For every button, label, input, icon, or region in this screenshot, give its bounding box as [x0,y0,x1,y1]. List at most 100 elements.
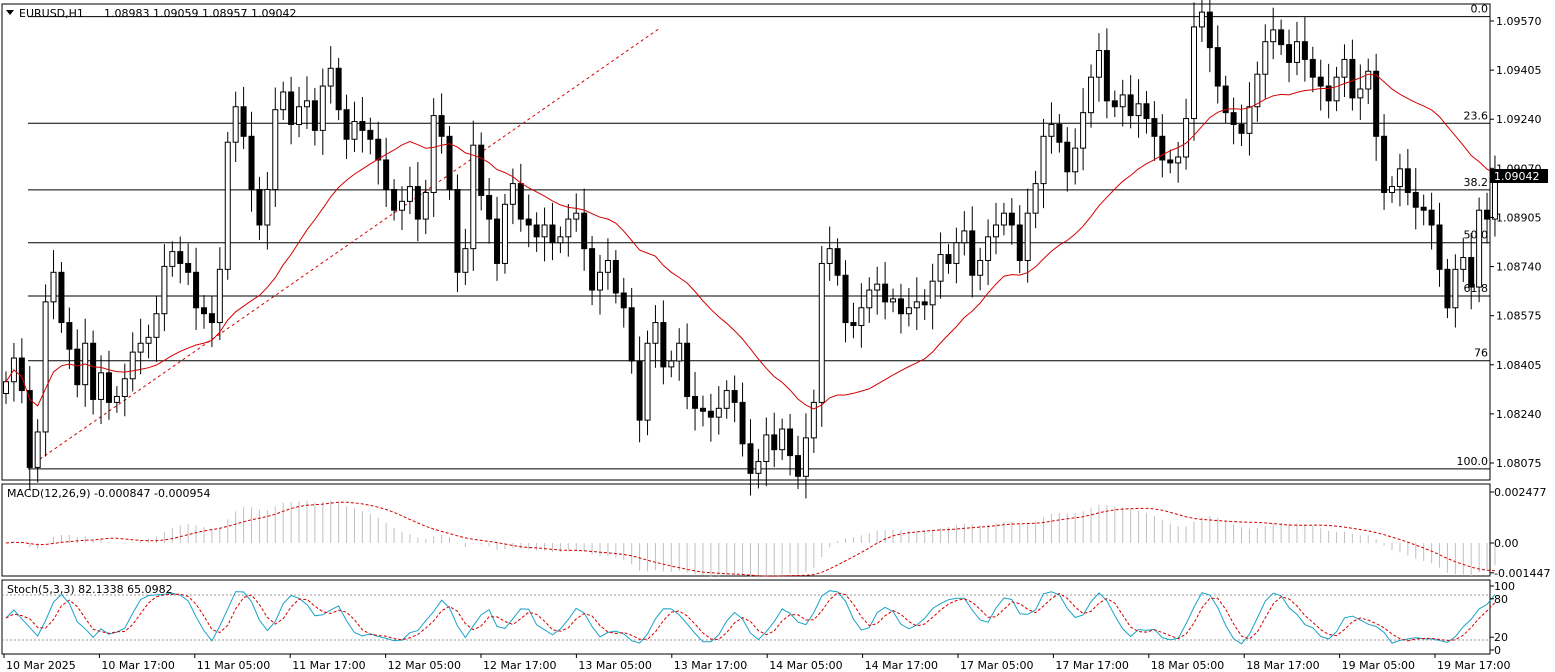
bear-candle [1381,135,1388,193]
bear-candle [1428,209,1435,226]
bear-candle [494,218,501,264]
bull-candle [961,230,968,244]
bull-candle [42,301,49,433]
bear-candle [193,271,200,309]
price-tick-label: 1.08575 [1496,310,1542,323]
price-panel[interactable] [1,3,1491,481]
bear-candle [90,342,97,400]
macd-label: MACD(12,26,9) -0.000847 -0.000954 [7,487,210,500]
bull-candle [1396,168,1403,188]
bull-candle [1293,41,1300,63]
bear-candle [288,91,295,125]
bear-candle [343,109,350,140]
bear-candle [208,313,215,324]
bear-candle [1484,209,1491,220]
bull-candle [1183,118,1190,158]
fibonacci-retracement[interactable] [28,16,1490,470]
bull-candle [913,301,920,309]
bear-candle [1167,159,1174,164]
bear-candle [414,186,421,220]
bull-candle [1341,58,1348,78]
fibonacci-trendline[interactable] [29,27,661,467]
bear-candle [1317,76,1324,87]
bear-candle [486,194,493,220]
bear-candle [850,322,857,327]
bull-candle [319,85,326,131]
stoch-tick-label: 0 [1494,644,1501,657]
bull-candle [937,254,944,282]
bear-candle [795,455,801,477]
bull-candle [1191,26,1197,120]
bear-candle [311,100,318,131]
bear-candle [897,298,904,315]
bull-candle [1040,135,1047,185]
bull-candle [351,121,358,140]
fib-level-label: 23.6 [1464,109,1489,122]
price-axis: 1.095701.094051.092401.090701.089051.087… [1490,15,1542,470]
dropdown-triangle-icon[interactable] [6,10,14,15]
bear-candle [921,301,928,306]
time-tick-label: 13 Mar 05:00 [578,659,651,672]
bull-candle [272,109,279,191]
stoch-tick-label: 80 [1494,593,1508,606]
fib-level-label: 38.2 [1464,176,1489,189]
bull-candle [985,236,992,261]
bull-candle [1080,112,1087,149]
bull-candle [723,390,730,409]
bull-candle [98,372,105,400]
bear-candle [684,342,691,397]
bear-candle [1468,257,1475,288]
current-price-badge [1490,169,1548,183]
time-axis: 10 Mar 2025 10 Mar 17:00 11 Mar 05:00 11 Ma… [3,654,1510,672]
price-tick-label: 1.08405 [1496,359,1542,372]
bull-candle [1032,183,1039,214]
bull-candle [858,307,865,327]
bull-candle [557,236,564,244]
bear-candle [1103,50,1110,102]
bull-candle [1270,29,1277,43]
bear-candle [1349,58,1356,99]
symbol-label: EURUSD,H1 [19,7,84,20]
time-tick-label: 19 Mar 17:00 [1437,659,1510,672]
bear-candle [612,259,619,294]
bull-candle [121,378,128,397]
bear-candle [105,372,112,403]
price-tick-label: 1.08905 [1496,211,1542,224]
bear-candle [375,138,382,161]
moving-average-line [5,73,1496,410]
bear-candle [589,248,596,291]
bear-candle [240,106,247,137]
stoch-tick-label: 100 [1494,580,1515,593]
bear-candle [660,322,667,368]
bear-candle [707,410,714,418]
bear-candle [454,189,461,273]
bull-candle [905,307,912,315]
bear-candle [74,348,81,386]
bull-candle [541,224,548,238]
price-tick-label: 1.08740 [1496,261,1542,274]
macd-histogram [13,500,1496,579]
macd-panel[interactable] [1,483,1491,577]
bear-candle [66,322,73,350]
bear-candle [882,283,889,303]
bull-candle [818,262,825,403]
bear-candle [58,271,65,324]
bull-candle [303,100,310,108]
bull-candle [422,191,429,220]
bear-candle [739,401,746,445]
bear-candle [1301,41,1308,60]
bull-candle [1198,11,1205,28]
bull-candle [232,106,239,143]
bear-candle [747,443,754,474]
time-tick-label: 19 Mar 05:00 [1342,659,1415,672]
bull-candle [779,428,786,451]
bull-candle [1088,76,1095,114]
bull-candle [929,280,936,306]
bull-candle [826,248,833,264]
bull-candle [802,437,809,477]
macd-tick-label: -0.001447 [1494,567,1550,580]
stoch-panel[interactable] [1,579,1491,655]
bull-candle [406,186,413,202]
bear-candle [1064,141,1071,173]
